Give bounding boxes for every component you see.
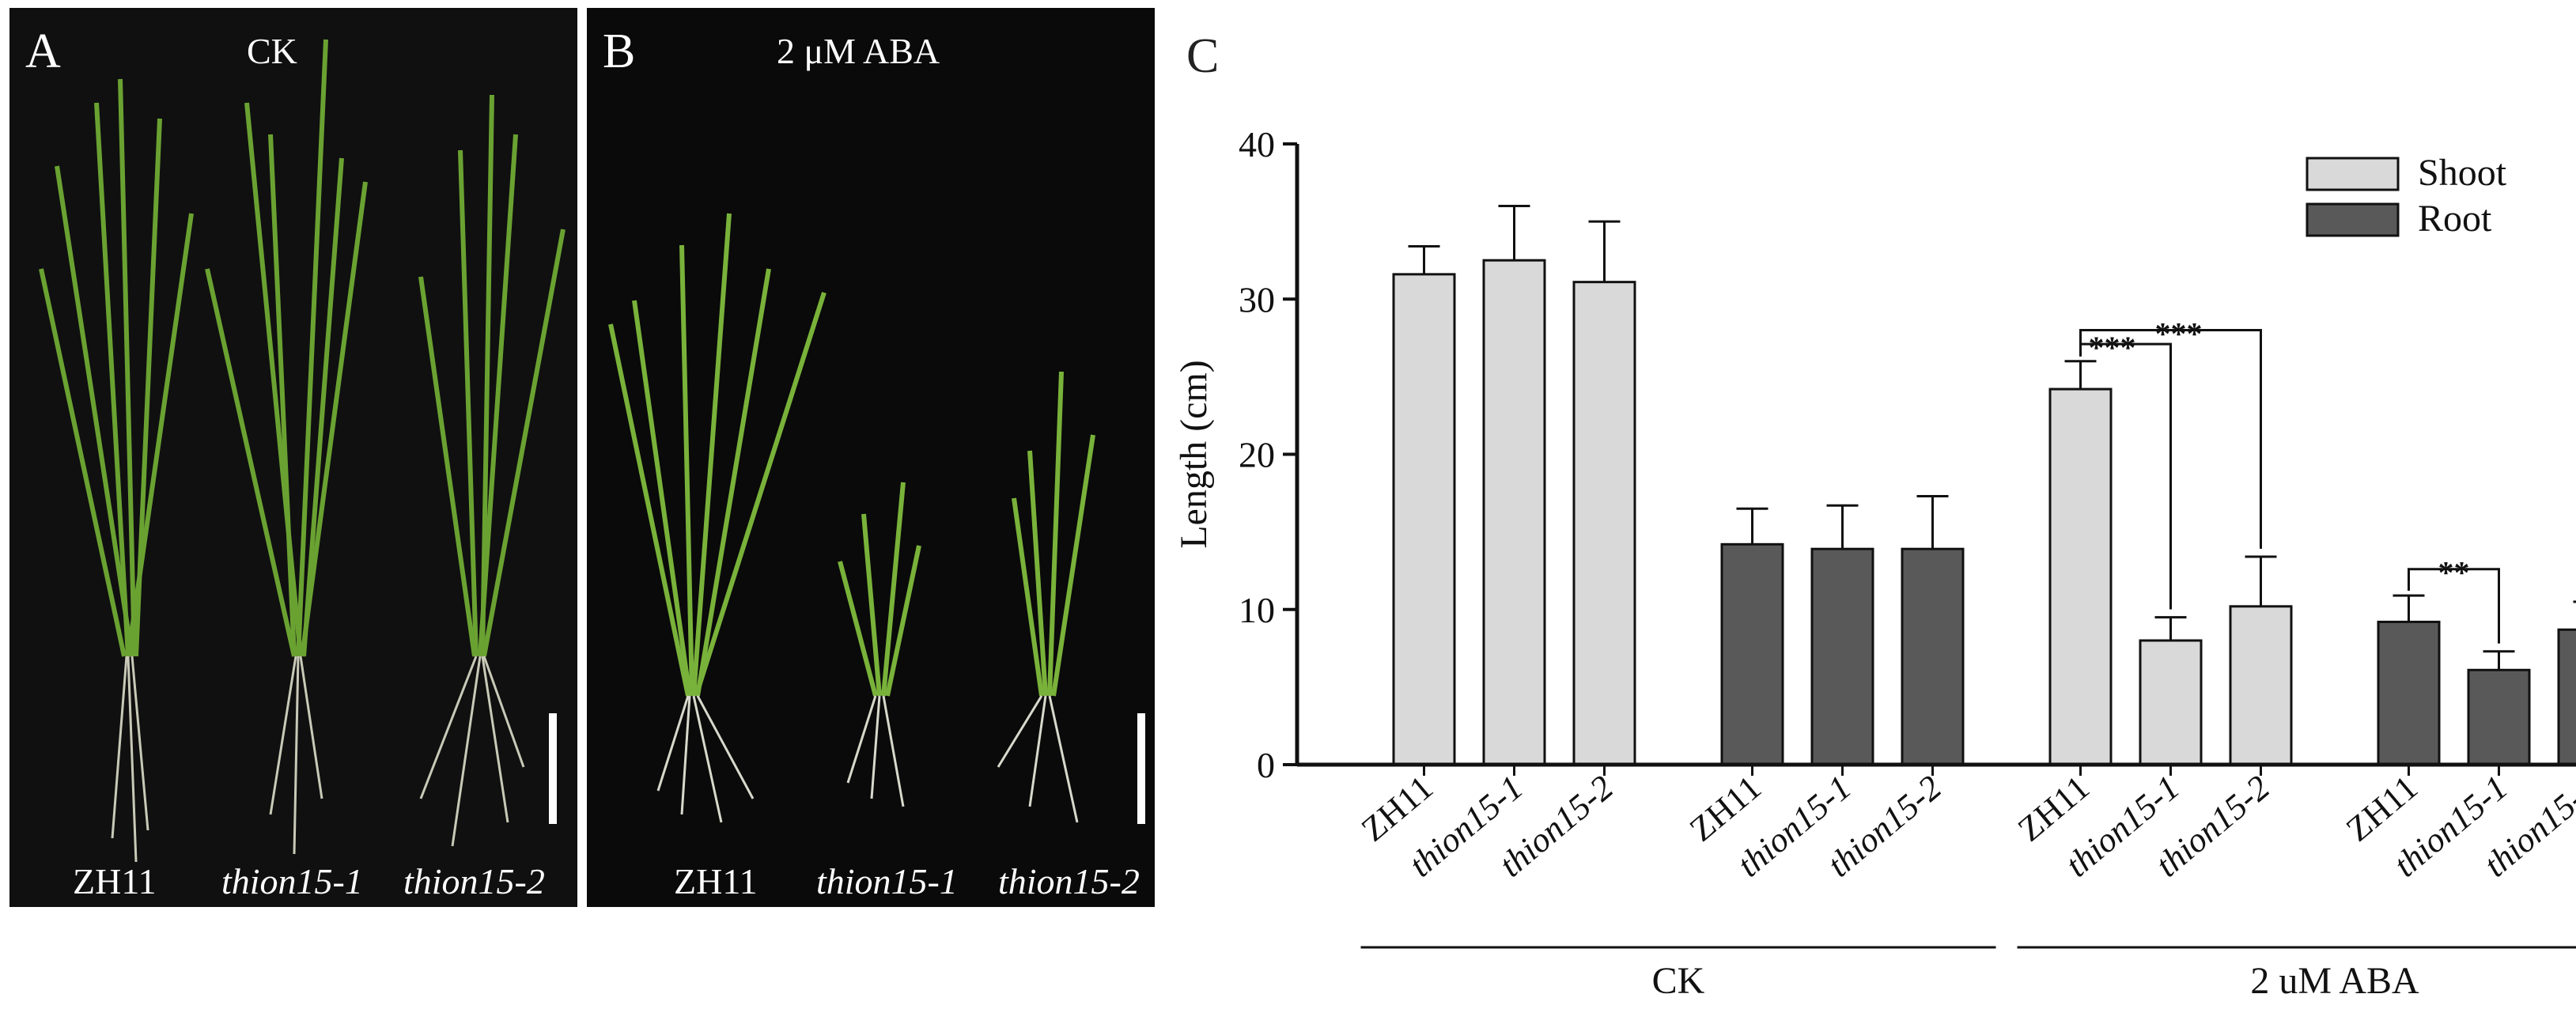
bar-shoot (2139, 639, 2203, 766)
panel-letter-b: B (603, 25, 636, 78)
condition-label: 2 uM ABA (2250, 960, 2419, 1002)
legend-label-root: Root (2418, 198, 2492, 240)
y-tick-label: 0 (1257, 745, 1275, 785)
legend-swatch-root (2306, 202, 2400, 237)
significance-label: ** (2438, 555, 2470, 591)
plant-label-thion15-1: thion15-1 (816, 861, 958, 901)
bar-shoot (2048, 387, 2113, 766)
bar-root (1720, 542, 1784, 766)
photo-panel-ck: A CK ZH11 thion15-1 thion15-2 (9, 8, 577, 907)
plant-label-thion15-2: thion15-2 (403, 861, 545, 901)
y-tick-label: 10 (1239, 590, 1275, 630)
bar-shoot (1482, 259, 1546, 766)
y-tick-label: 40 (1239, 124, 1275, 164)
seedlings-photo-aba (608, 213, 1095, 823)
seedlings-photo-ck (39, 39, 566, 863)
y-axis-label: Length (cm) (1173, 360, 1215, 549)
panel-title-ck: CK (247, 31, 297, 71)
scale-bar (1137, 713, 1145, 824)
significance-bracket (2079, 342, 2172, 610)
bar-root (2377, 620, 2441, 766)
bar-shoot (1392, 273, 1456, 766)
scale-bar (549, 713, 557, 824)
plant-label-thion15-1: thion15-1 (221, 861, 363, 901)
plant-label-thion15-2: thion15-2 (998, 861, 1140, 901)
plant-label-zh11: ZH11 (73, 861, 157, 901)
panel-title-aba: 2 μM ABA (777, 31, 940, 71)
significance-bracket (2408, 568, 2500, 644)
bar-root (2557, 628, 2576, 766)
bar-shoot (1572, 281, 1636, 766)
significance-label: *** (2155, 316, 2203, 352)
condition-label: CK (1652, 960, 1705, 1002)
legend-label-shoot: Shoot (2418, 152, 2507, 194)
bar-root (1901, 547, 1965, 766)
y-tick-label: 30 (1239, 279, 1275, 319)
panel-letter-c: C (1186, 29, 1220, 83)
panel-letter-a: A (25, 25, 61, 78)
legend-swatch-shoot (2306, 157, 2400, 191)
bar-root (1810, 547, 1874, 766)
significance-label: *** (2089, 330, 2136, 365)
photo-panel-aba: B 2 μM ABA ZH11 thion15-1 thion15-2 (587, 8, 1155, 907)
plant-label-zh11: ZH11 (674, 861, 758, 901)
bar-shoot (2229, 605, 2293, 766)
bar-root (2467, 668, 2531, 766)
y-tick-label: 20 (1239, 435, 1275, 475)
